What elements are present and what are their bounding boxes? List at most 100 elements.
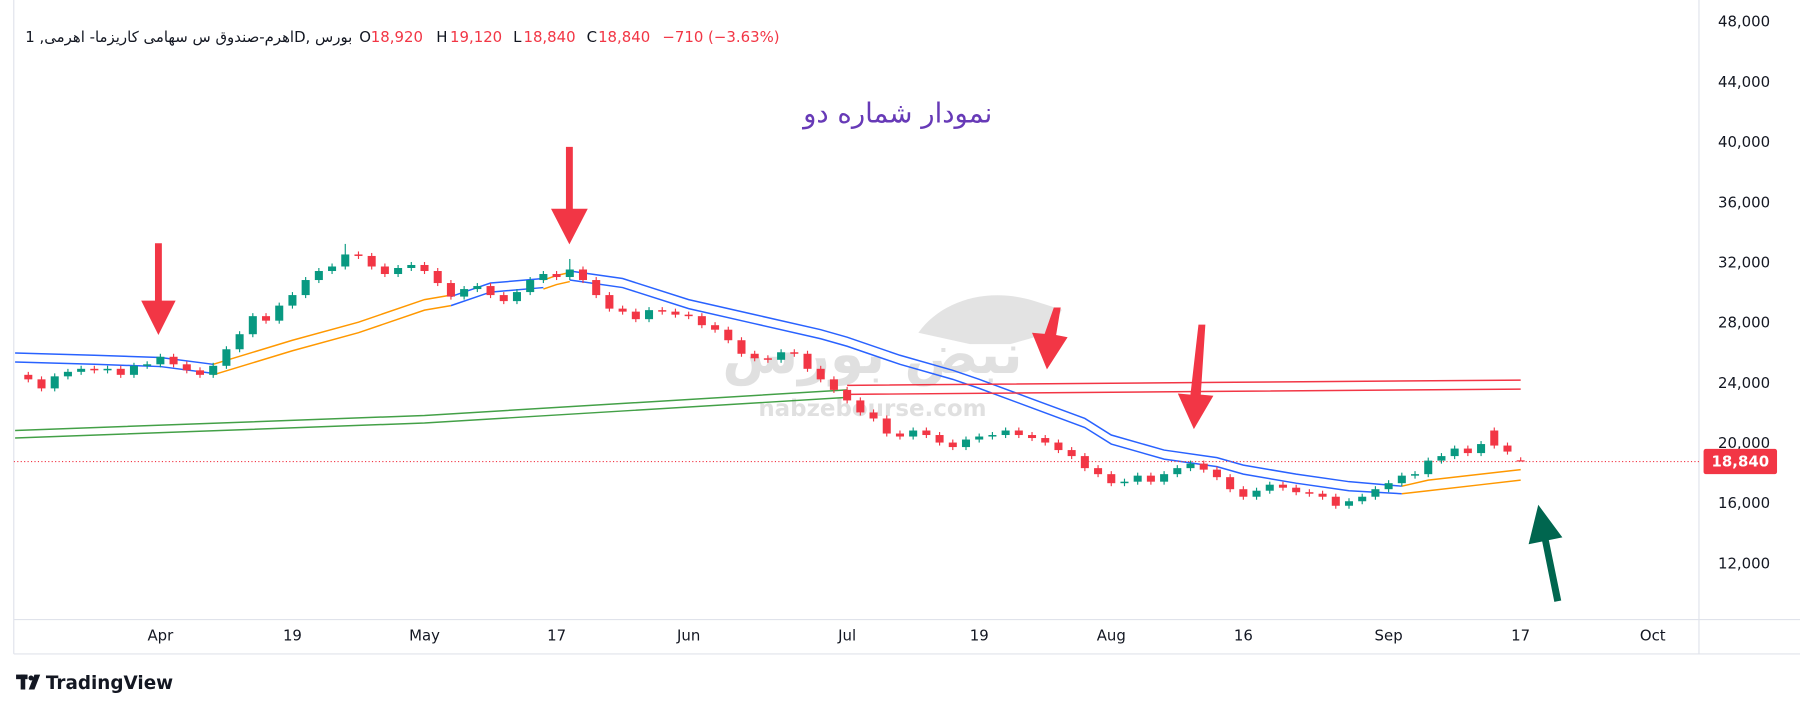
- candle-body: [988, 435, 997, 437]
- logo-part: [28, 675, 34, 681]
- candle-body: [1146, 475, 1155, 482]
- candle-body: [129, 365, 138, 375]
- candle-body: [103, 368, 112, 371]
- candle-body: [578, 269, 588, 281]
- ohlc-value: 18,840: [598, 28, 650, 46]
- candle-body: [222, 349, 231, 366]
- candle-body: [552, 274, 561, 278]
- candle-body: [697, 316, 706, 326]
- candle-body: [1437, 456, 1446, 461]
- candle-body: [156, 356, 165, 365]
- candle-body: [724, 329, 733, 341]
- candle-body: [1133, 475, 1142, 482]
- ohlc-value: 19,120: [450, 28, 502, 46]
- y-tick-label: 20,000: [1718, 434, 1770, 452]
- candle-body: [750, 353, 759, 359]
- candle-body: [869, 412, 878, 419]
- candle-body: [1054, 442, 1063, 451]
- candle-body: [909, 430, 918, 437]
- candle-body: [301, 280, 310, 296]
- candle-body: [1107, 474, 1116, 484]
- candle-body: [1120, 481, 1129, 484]
- candle-body: [1186, 463, 1195, 469]
- candle-body: [803, 353, 812, 369]
- candle-body: [486, 286, 495, 296]
- candle-body: [433, 271, 442, 284]
- candle-body: [829, 379, 838, 390]
- candle-body: [1041, 438, 1050, 443]
- symbol-title: اهرم-صندوق س سهامی کاریزما- اهرمی, 1D, ب…: [25, 28, 352, 46]
- candle-body: [856, 400, 865, 413]
- candle-body: [684, 314, 693, 317]
- candle-body: [1424, 460, 1433, 475]
- candle-body: [1490, 430, 1499, 446]
- overlay-line: [847, 379, 1521, 387]
- tradingview-logo: [16, 674, 41, 690]
- candle-body: [1278, 484, 1287, 488]
- ohlc-prefix: L: [513, 28, 522, 46]
- x-tick-label: 19: [283, 627, 302, 645]
- candle-body: [394, 267, 403, 275]
- down-arrow: [141, 243, 176, 335]
- overlay-line: [15, 389, 848, 432]
- x-tick-label: Aug: [1097, 627, 1126, 645]
- candle-body: [1080, 456, 1089, 469]
- candle-body: [922, 430, 931, 436]
- candle-body: [1318, 493, 1327, 497]
- y-tick-label: 16,000: [1718, 494, 1770, 512]
- y-tick-label: 28,000: [1718, 314, 1770, 332]
- y-tick-label: 12,000: [1718, 554, 1770, 572]
- candle-body: [539, 274, 548, 281]
- candle-body: [1331, 496, 1340, 506]
- candle-body: [328, 266, 337, 272]
- candle-body: [473, 286, 482, 290]
- candle-body: [737, 340, 746, 354]
- y-tick-label: 32,000: [1718, 253, 1770, 271]
- candle-body: [790, 352, 799, 354]
- last-price-label: 18,840: [1712, 453, 1770, 471]
- candle-body: [116, 368, 125, 375]
- ohlc-prefix: C: [587, 28, 597, 46]
- candle-body: [50, 376, 59, 389]
- change-value: −710 (−3.63%): [662, 28, 779, 46]
- candle-body: [526, 280, 535, 293]
- candle-body: [618, 308, 627, 312]
- overlay-line: [212, 280, 1521, 495]
- y-tick-label: 48,000: [1718, 13, 1770, 31]
- candle-body: [816, 368, 825, 380]
- candle-body: [37, 379, 46, 389]
- candle-body: [1477, 444, 1486, 454]
- candle-body: [262, 316, 271, 321]
- candle-body: [460, 289, 469, 297]
- candle-body: [1067, 450, 1076, 457]
- candle-body: [1239, 489, 1248, 497]
- candle-body: [209, 365, 218, 375]
- ohlc-prefix: H: [436, 28, 447, 46]
- candle-body: [1516, 460, 1525, 462]
- candle-body: [658, 310, 667, 312]
- candle-body: [182, 364, 191, 371]
- x-tick-label: 16: [1234, 627, 1253, 645]
- candle-body: [1397, 475, 1406, 484]
- up-arrow: [1528, 504, 1563, 602]
- candle-body: [1450, 448, 1459, 457]
- candle-body: [1411, 474, 1420, 476]
- candle-body: [711, 325, 720, 330]
- footer-brand: TradingView: [46, 673, 173, 694]
- candle-body: [90, 368, 99, 371]
- candle-body: [420, 264, 429, 272]
- logo-part: [28, 674, 41, 690]
- x-tick-label: May: [409, 627, 440, 645]
- candle-body: [961, 439, 971, 448]
- candle-body: [314, 271, 323, 281]
- candle-body: [1503, 445, 1512, 452]
- candle-body: [1028, 435, 1037, 439]
- candle-body: [1014, 430, 1023, 436]
- candle-body: [24, 374, 33, 380]
- candle-body: [1344, 501, 1354, 506]
- candle-body: [671, 311, 680, 315]
- candle-body: [1384, 483, 1393, 490]
- candle-body: [169, 356, 178, 365]
